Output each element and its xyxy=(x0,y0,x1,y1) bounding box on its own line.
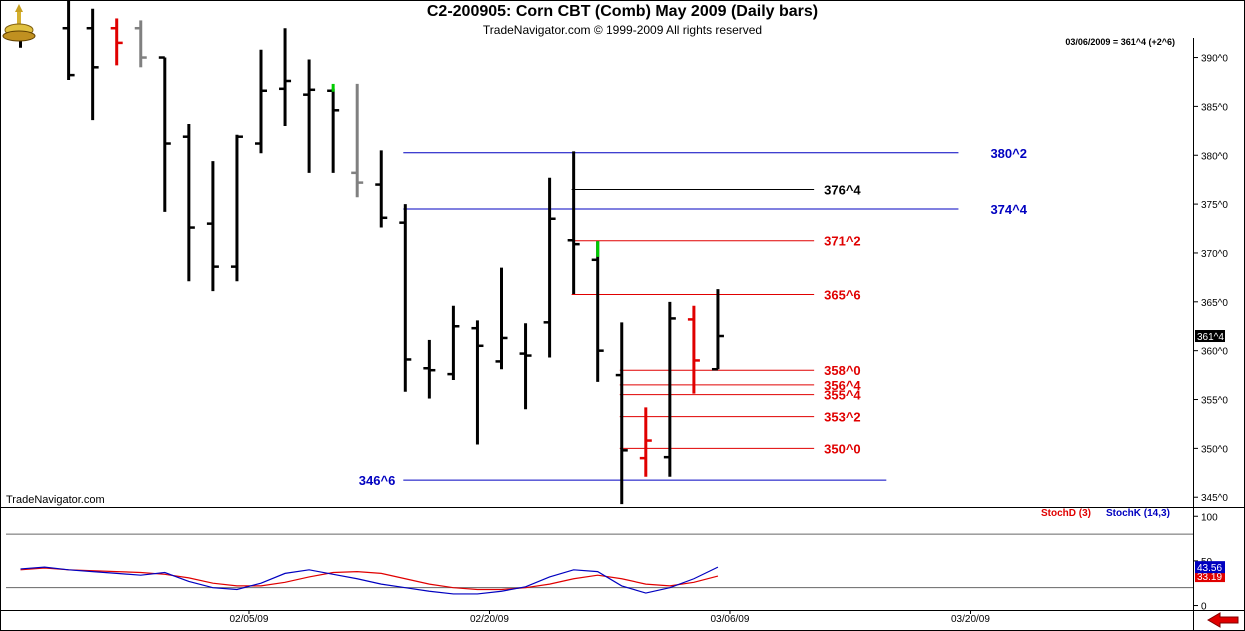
y-tick-label: 350^0 xyxy=(1201,444,1228,455)
stoch-last-value-box xyxy=(1195,561,1225,574)
level-label: 371^2 xyxy=(824,234,861,249)
price-bar xyxy=(495,267,508,370)
price-bar xyxy=(182,123,195,282)
level-label: 358^0 xyxy=(824,363,861,378)
price-bar xyxy=(519,323,532,410)
legend-stochk: StochK (14,3) xyxy=(1106,508,1170,519)
price-bar xyxy=(543,177,556,358)
x-tick-label: 02/05/09 xyxy=(230,614,269,625)
price-bar xyxy=(615,322,628,505)
watermark: TradeNavigator.com xyxy=(6,494,105,506)
y-tick-label: 370^0 xyxy=(1201,249,1228,260)
price-bar xyxy=(230,134,243,282)
price-bar xyxy=(279,28,292,126)
x-tick-label: 03/06/09 xyxy=(711,614,750,625)
chart-title: C2-200905: Corn CBT (Comb) May 2009 (Dai… xyxy=(426,3,819,20)
stoch-series-line xyxy=(20,566,719,595)
gold-trophy-logo-icon[interactable] xyxy=(2,2,36,42)
price-bar xyxy=(639,407,652,477)
price-bar xyxy=(255,49,267,154)
level-label: 365^6 xyxy=(824,287,861,302)
price-bar xyxy=(399,204,412,392)
level-label: 374^4 xyxy=(990,202,1027,217)
price-bar xyxy=(375,150,388,228)
price-bar xyxy=(62,0,75,81)
stoch-last-value-label: 33.19 xyxy=(1197,572,1222,583)
x-tick-label: 03/20/09 xyxy=(951,614,990,625)
y-tick-label: 355^0 xyxy=(1201,396,1228,407)
price-bar xyxy=(663,301,676,477)
price-bar xyxy=(134,20,147,68)
stoch-y-tick-label: 0 xyxy=(1201,602,1207,613)
level-label: 353^2 xyxy=(824,410,861,425)
price-bar xyxy=(711,289,724,371)
price-chart: 380^2 376^4 374^4 371^2 365^6 358^0356^4355^4… xyxy=(14,0,1028,505)
level-label: 346^6 xyxy=(359,473,396,488)
stochastic-chart xyxy=(6,533,1193,595)
level-label: 380^2 xyxy=(990,146,1027,161)
price-bar xyxy=(567,151,580,294)
price-bar xyxy=(303,59,316,173)
price-readout: 03/06/2009 = 361^4 (+2^6) xyxy=(1065,37,1175,47)
y-tick-label: 375^0 xyxy=(1201,200,1228,211)
price-bar xyxy=(591,241,604,382)
price-bar xyxy=(351,83,364,198)
y-tick-label: 390^0 xyxy=(1201,54,1228,65)
stoch-y-tick-label: 100 xyxy=(1201,512,1218,523)
legend-stochd: StochD (3) xyxy=(1041,508,1091,519)
price-bar xyxy=(158,56,171,212)
price-bar xyxy=(447,305,460,380)
axes: 02/05/09 02/20/09 03/06/09 03/20/09 390^0 385… xyxy=(0,38,1245,631)
chart-subtitle: TradeNavigator.com © 1999-2009 All right… xyxy=(482,23,763,37)
x-tick-label: 02/20/09 xyxy=(470,614,509,625)
price-bar xyxy=(687,305,700,394)
y-tick-label: 365^0 xyxy=(1201,298,1228,309)
price-bar xyxy=(206,161,219,292)
level-label: 376^4 xyxy=(824,182,861,197)
price-bar xyxy=(86,8,99,121)
y-tick-label: 360^0 xyxy=(1201,347,1228,358)
price-bar xyxy=(110,18,123,66)
y-tick-label: 345^0 xyxy=(1201,493,1228,504)
stoch-last-value-label: 43.56 xyxy=(1197,563,1222,574)
y-tick-label: 385^0 xyxy=(1201,102,1228,113)
current-price-label: 361^4 xyxy=(1197,332,1224,343)
y-tick-label: 380^0 xyxy=(1201,151,1228,162)
price-bar xyxy=(423,339,436,399)
price-bar xyxy=(471,320,484,445)
stoch-series-line xyxy=(20,567,719,591)
red-left-arrow-icon[interactable] xyxy=(1206,612,1240,628)
level-label: 356^4 xyxy=(824,378,861,393)
current-price-box xyxy=(1195,330,1225,343)
level-label: 355^4 xyxy=(824,388,861,403)
level-label: 350^0 xyxy=(824,441,861,456)
